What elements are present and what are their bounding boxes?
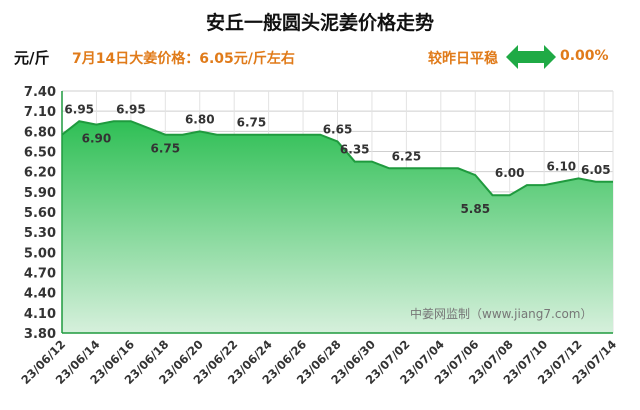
double-arrow-icon xyxy=(506,44,556,70)
data-label: 5.85 xyxy=(460,202,490,216)
y-tick-label: 7.10 xyxy=(24,105,56,120)
y-tick-label: 7.40 xyxy=(24,85,56,100)
y-tick-label: 6.20 xyxy=(24,166,56,181)
y-tick-label: 5.60 xyxy=(24,206,56,221)
data-label: 6.80 xyxy=(185,112,215,126)
data-label: 6.75 xyxy=(151,142,181,156)
watermark: 中姜网监制（www.jiang7.com） xyxy=(410,306,592,321)
data-label: 6.75 xyxy=(237,116,267,130)
y-tick-label: 5.90 xyxy=(24,186,56,201)
y-tick-label: 6.80 xyxy=(24,125,56,140)
data-label: 6.95 xyxy=(64,102,94,116)
data-label: 6.95 xyxy=(116,102,146,116)
data-label: 6.65 xyxy=(323,122,353,136)
area-fill xyxy=(62,121,613,333)
data-label: 6.10 xyxy=(547,159,577,173)
y-tick-label: 4.70 xyxy=(24,267,56,282)
y-tick-label: 6.50 xyxy=(24,146,56,161)
compare-percent: 0.00% xyxy=(560,48,609,64)
y-tick-label: 4.10 xyxy=(24,307,56,322)
y-tick-label: 5.00 xyxy=(24,246,56,261)
unit-label: 元/斤 xyxy=(14,49,50,67)
data-label: 6.00 xyxy=(495,166,525,180)
data-label: 6.05 xyxy=(581,163,611,177)
y-tick-label: 5.30 xyxy=(24,226,56,241)
price-note: 7月14日大姜价格：6.05元/斤左右 xyxy=(72,51,295,67)
chart-title: 安丘一般圆头泥姜价格走势 xyxy=(205,12,434,34)
compare-label: 较昨日平稳 xyxy=(428,51,498,67)
data-label: 6.35 xyxy=(340,143,370,157)
data-label: 6.90 xyxy=(82,132,112,146)
y-tick-label: 3.80 xyxy=(24,327,56,342)
y-tick-label: 4.40 xyxy=(24,287,56,302)
data-label: 6.25 xyxy=(392,149,422,163)
series-line xyxy=(61,120,613,197)
